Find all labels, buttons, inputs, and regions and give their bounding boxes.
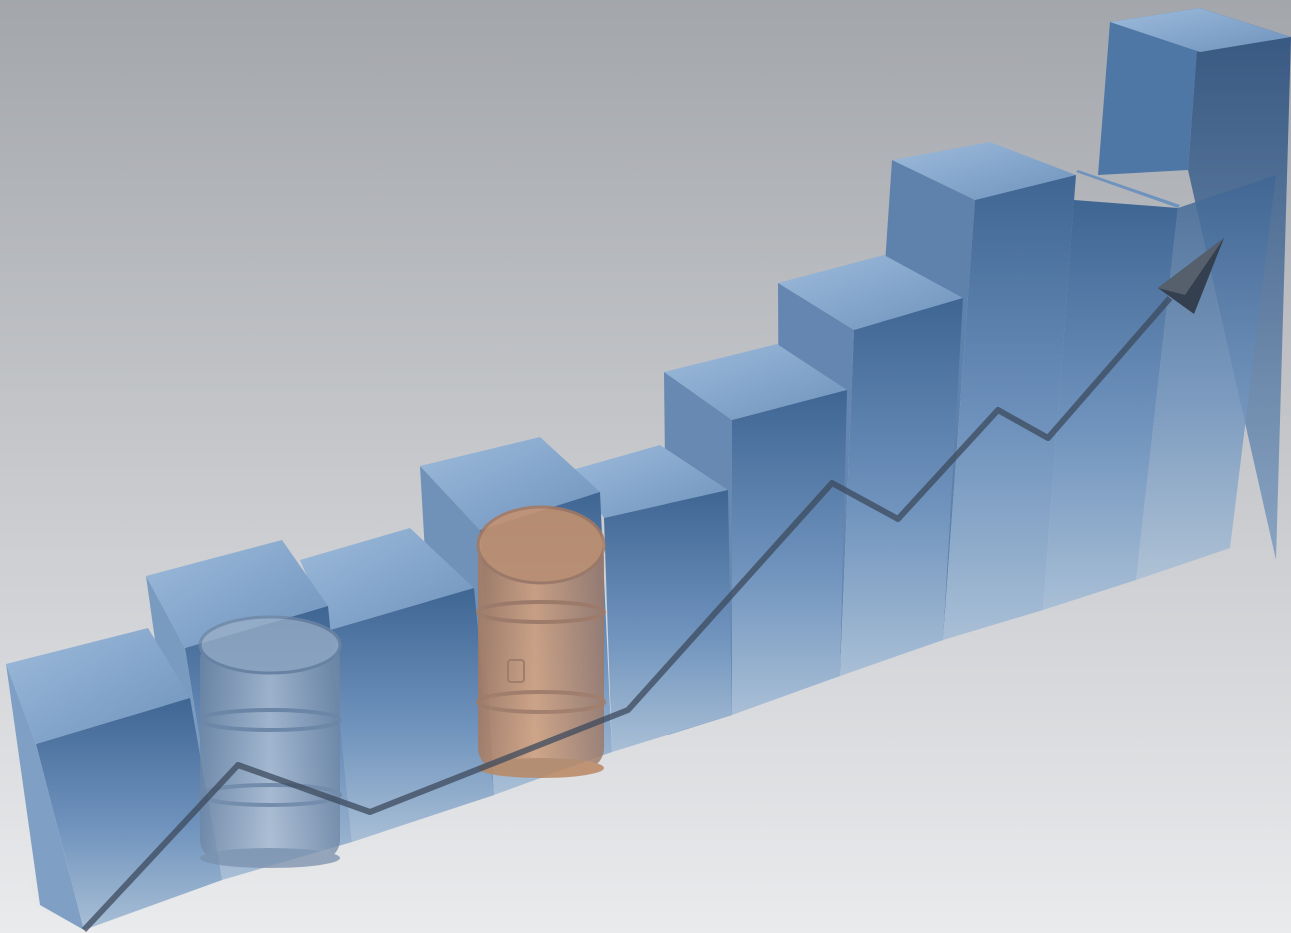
bar-6: [572, 445, 732, 752]
bar-group: [6, 8, 1291, 930]
trend-arrow-icon: [81, 238, 1224, 933]
oil-barrel-icon: [198, 615, 342, 868]
oil-barrel-icon: [476, 505, 606, 778]
bar-10: [1043, 170, 1276, 610]
bar-2: [6, 628, 222, 930]
